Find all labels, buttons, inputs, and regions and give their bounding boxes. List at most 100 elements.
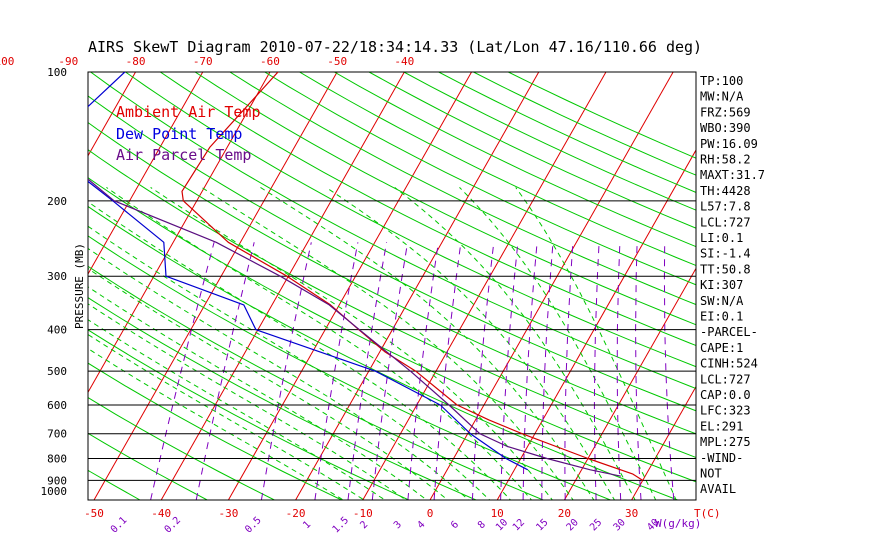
isotherm-line	[227, 72, 472, 500]
isotherm-line	[631, 385, 696, 500]
dry-adiabat-line	[88, 297, 477, 500]
top-temperature-tick-labels: -120-110-100-90-80-70-60-50-40	[0, 55, 414, 68]
profile-series	[88, 72, 644, 481]
top-temperature-tick-label: -80	[126, 55, 146, 68]
mixing-ratio-line	[616, 242, 622, 500]
legend-item-dewpoint: Dew Point Temp	[116, 125, 242, 143]
dry-adiabat-line	[88, 95, 696, 412]
sounding-index: LCL:727	[700, 215, 751, 229]
pressure-tick-label: 500	[47, 365, 67, 378]
moist-adiabat-line	[325, 186, 616, 500]
mixing-ratio-tick-label: 6	[449, 519, 461, 531]
mixing-ratio-tick-label: 0.1	[109, 515, 130, 536]
dry-adiabat-line	[334, 72, 696, 248]
pressure-tick-label: 300	[47, 270, 67, 283]
mixing-ratio-tick-label: 15	[534, 517, 550, 533]
sounding-index: SW:N/A	[700, 294, 744, 308]
mixing-ratio-tick-label: 2	[358, 519, 370, 531]
isotherm-line	[563, 267, 696, 500]
sounding-index: TT:50.8	[700, 262, 751, 276]
mixing-ratio-tick-label: 4	[415, 519, 427, 531]
dry-adiabat-line	[299, 72, 696, 267]
dry-adiabat-line	[88, 329, 410, 500]
dry-adiabat-line	[88, 265, 544, 500]
moist-adiabat-line	[150, 186, 553, 500]
bottom-temperature-tick-label: -20	[286, 507, 306, 520]
mixing-ratio-tick-label: 25	[588, 517, 604, 533]
isotherms	[0, 72, 870, 500]
sounding-index: AVAIL	[700, 482, 736, 496]
moist-adiabat-line	[459, 187, 657, 500]
bottom-temperature-tick-label: -30	[218, 507, 238, 520]
sounding-index: NOT	[700, 467, 722, 481]
isotherm-line	[88, 72, 204, 276]
isotherm-line	[295, 72, 540, 500]
moist-adiabat-line	[260, 186, 595, 500]
top-temperature-tick-label: -70	[193, 55, 213, 68]
y-axis-label: PRESSURE (MB)	[73, 243, 86, 329]
bottom-temperature-tick-label: 10	[491, 507, 504, 520]
sounding-index: PW:16.09	[700, 137, 758, 151]
dry-adiabat-line	[88, 205, 678, 500]
sounding-index: TP:100	[700, 74, 743, 88]
sounding-index: EL:291	[700, 419, 743, 433]
mixing-ratio-tick-labels: 0.1 0.2 0.5 1 1.5 2 3 4 6 8 10 12 15 20 25 30 40	[109, 515, 662, 536]
isotherm-line	[362, 72, 607, 500]
mixing-ratio-tick-label: 1	[301, 519, 313, 531]
legend-item-ambient: Ambient Air Temp	[116, 103, 261, 121]
moist-adiabat-line	[88, 303, 407, 500]
sounding-index: FRZ:569	[700, 105, 751, 119]
pressure-tick-label: 1000	[41, 485, 68, 498]
top-temperature-tick-label: -100	[0, 55, 14, 68]
legend: Ambient Air Temp Dew Point Temp Air Parc…	[116, 103, 261, 164]
dry-adiabat-line	[88, 149, 696, 459]
isotherm-line	[88, 72, 271, 394]
sounding-index: RH:58.2	[700, 153, 751, 167]
moist-adiabat-line	[88, 319, 386, 500]
sounding-index: MAXT:31.7	[700, 168, 765, 182]
dry-adiabat-line	[368, 72, 696, 229]
pressure-gridlines	[88, 200, 696, 481]
top-temperature-tick-label: -40	[394, 55, 414, 68]
sounding-index: TH:4428	[700, 184, 751, 198]
mixing-ratio-tick-label: 3	[392, 519, 404, 531]
legend-item-parcel: Air Parcel Temp	[116, 146, 251, 164]
dry-adiabat-line	[160, 72, 696, 347]
pressure-tick-label: 700	[47, 428, 67, 441]
pressure-tick-label: 600	[47, 399, 67, 412]
pressure-tick-label: 400	[47, 324, 67, 337]
isotherm-line	[88, 72, 136, 157]
mixing-ratio-tick-label: 1.5	[331, 515, 352, 536]
pressure-tick-label: 800	[47, 453, 67, 466]
plot-frame	[87, 71, 697, 501]
bottom-temperature-tick-label: -50	[84, 507, 104, 520]
moist-adiabat-line	[88, 225, 491, 500]
sounding-index: CAP:0.0	[700, 388, 751, 402]
sounding-index: KI:307	[700, 278, 743, 292]
dry-adiabat-line	[88, 177, 696, 483]
sounding-index: LFC:323	[700, 404, 751, 418]
isotherm-line	[766, 72, 870, 500]
sounding-index: MPL:275	[700, 435, 751, 449]
mixing-ratio-line	[564, 242, 574, 500]
sounding-index: CAPE:1	[700, 341, 743, 355]
dry-adiabat-line	[90, 72, 696, 390]
dry-adiabat-line	[473, 72, 696, 176]
parcel-temp-line	[88, 178, 622, 477]
moist-adiabat-line	[106, 186, 533, 500]
moist-adiabat-line	[88, 333, 365, 500]
isotherm-line	[0, 72, 1, 500]
bottom-temperature-tick-label: 0	[427, 507, 434, 520]
sounding-index: MW:N/A	[700, 90, 744, 104]
pressure-tick-label: 900	[47, 474, 67, 487]
mixing-ratio-axis-label: W(g/kg)	[655, 517, 701, 530]
dry-adiabat-line	[508, 72, 696, 159]
dry-adiabats	[88, 72, 696, 500]
sounding-index: LCL:727	[700, 372, 751, 386]
moist-adiabat-line	[201, 186, 574, 500]
pressure-tick-label: 100	[47, 66, 67, 79]
sounding-index: -PARCEL-	[700, 325, 758, 339]
moist-adiabat-line	[394, 187, 636, 500]
top-temperature-tick-label: -90	[58, 55, 78, 68]
